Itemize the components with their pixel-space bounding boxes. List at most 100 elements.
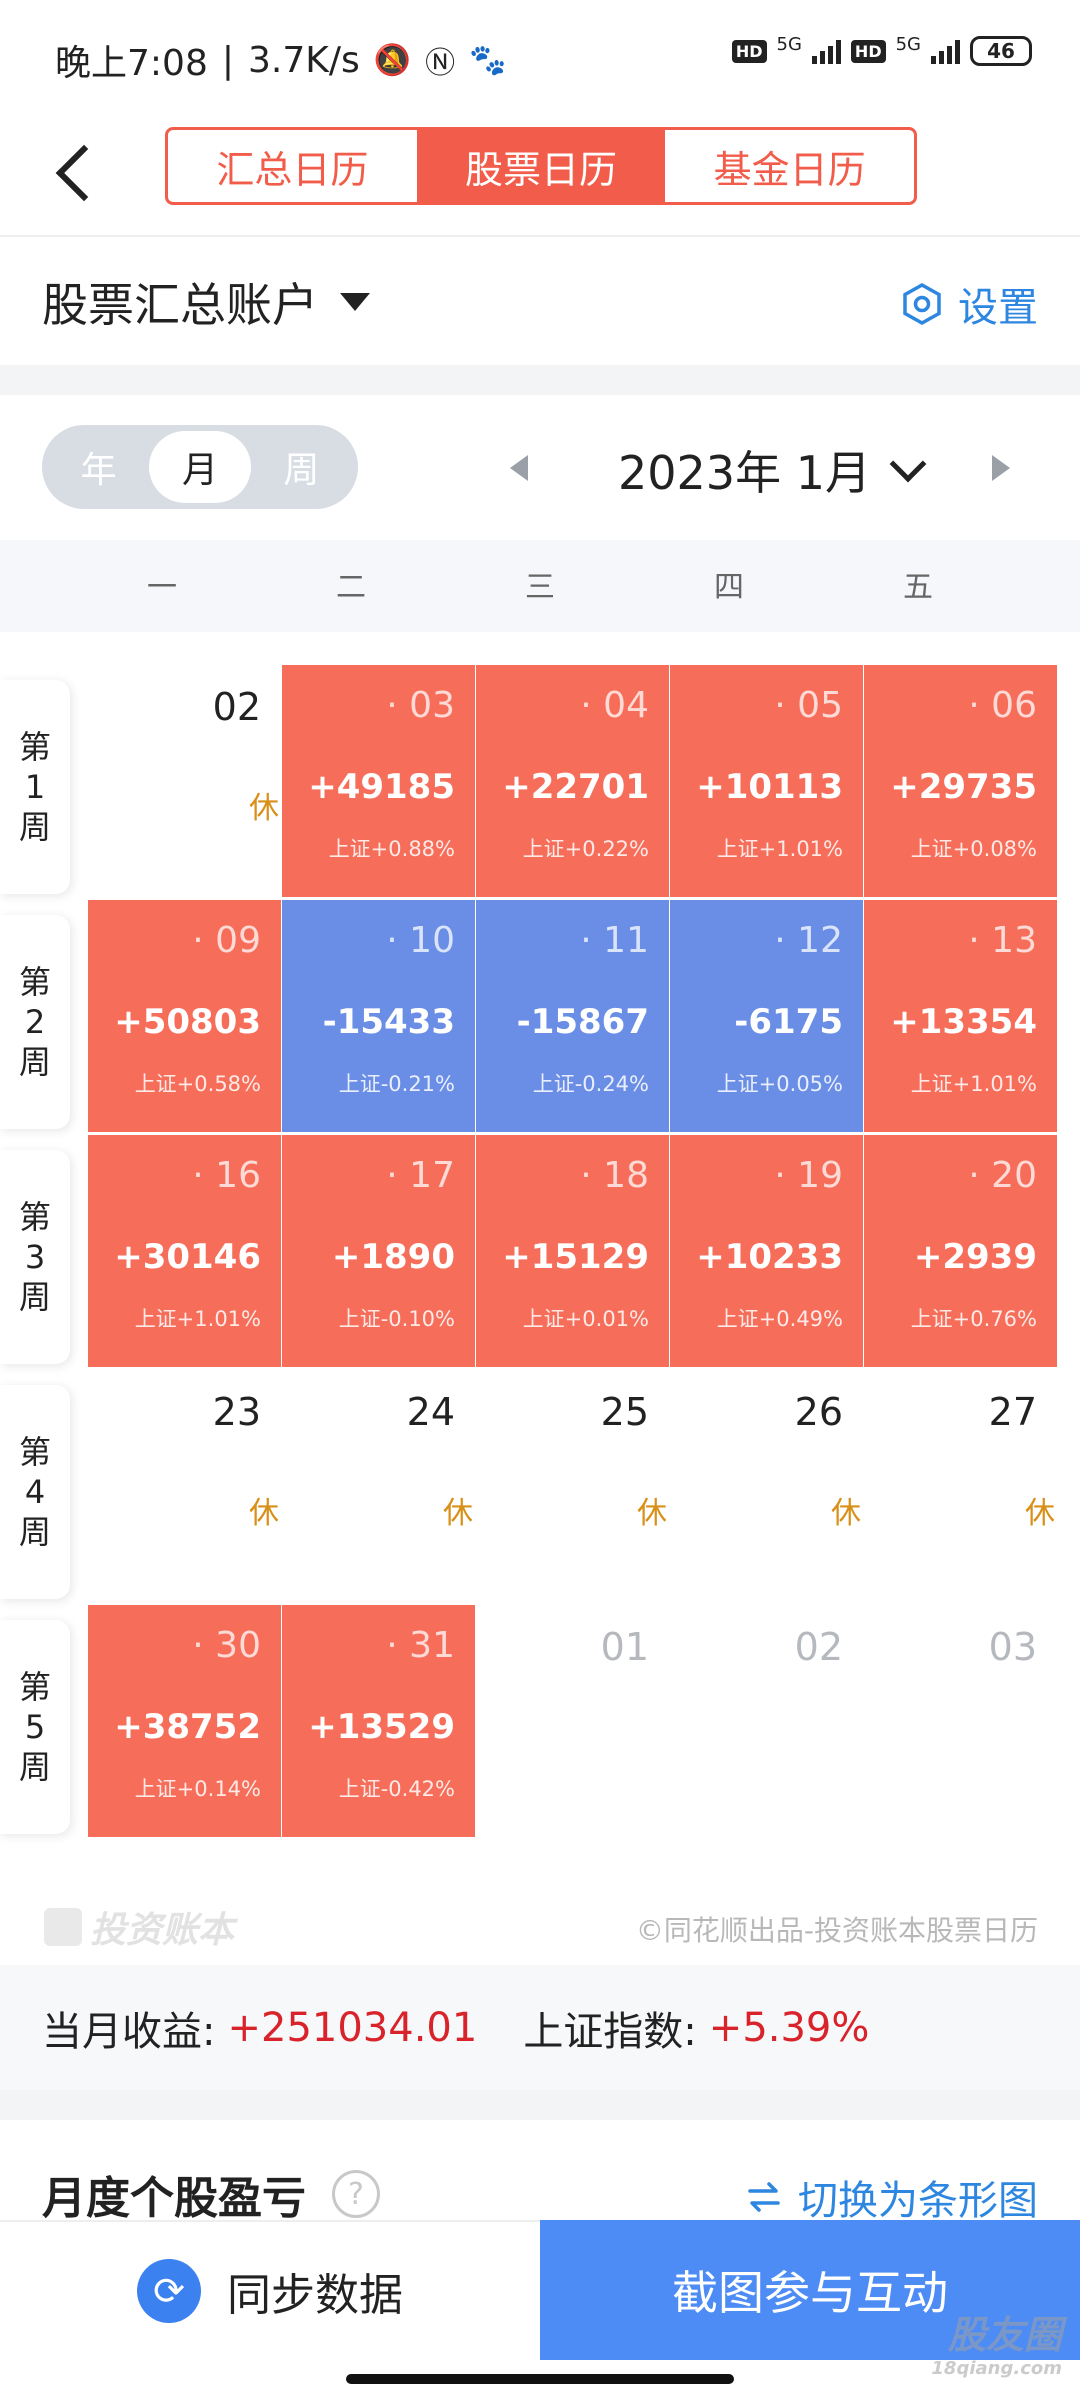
calendar-day-cell[interactable]: 03 bbox=[864, 1605, 1057, 1837]
calendar-day-cell[interactable]: · 30 +38752 上证+0.14% bbox=[88, 1605, 281, 1837]
view-year-option[interactable]: 年 bbox=[80, 450, 117, 491]
view-month-option[interactable]: 月 bbox=[149, 431, 251, 503]
brand-logo: 投资账本 bbox=[44, 1901, 234, 1953]
calendar-day-cell[interactable]: · 17 +1890 上证-0.10% bbox=[282, 1135, 475, 1367]
day-date: · 20 bbox=[968, 1155, 1037, 1196]
calendar-toolbar: 年 月 周 2023年 1月 bbox=[0, 395, 1080, 540]
calendar-day-cell[interactable]: · 10 -15433 上证-0.21% bbox=[282, 900, 475, 1132]
calendar-day-cell[interactable]: · 16 +30146 上证+1.01% bbox=[88, 1135, 281, 1367]
next-month-icon[interactable] bbox=[992, 455, 1010, 481]
back-arrow-icon[interactable] bbox=[50, 143, 100, 203]
tab-summary-calendar[interactable]: 汇总日历 bbox=[216, 147, 369, 192]
calendar-day-cell[interactable]: · 11 -15867 上证-0.24% bbox=[476, 900, 669, 1132]
day-date: · 09 bbox=[192, 920, 261, 961]
calendar-day-cell[interactable]: 27 休 bbox=[864, 1370, 1057, 1602]
day-index-change: 上证+1.01% bbox=[910, 1072, 1037, 1096]
calendar-day-cell[interactable]: · 31 +13529 上证-0.42% bbox=[282, 1605, 475, 1837]
tab-fund-calendar[interactable]: 基金日历 bbox=[713, 147, 866, 192]
sync-icon: ⟳ bbox=[137, 2259, 201, 2323]
day-date: 26 bbox=[794, 1390, 843, 1434]
month-profit-value: +251034.01 bbox=[227, 2004, 478, 2051]
day-profit: +10113 bbox=[696, 767, 843, 807]
prev-month-icon[interactable] bbox=[510, 455, 528, 481]
sync-label: 同步数据 bbox=[227, 2270, 403, 2321]
calendar-day-cell[interactable]: 02 休 bbox=[88, 665, 281, 897]
sync-data-button[interactable]: ⟳ 同步数据 bbox=[0, 2220, 540, 2360]
day-index-change: 上证+0.22% bbox=[522, 837, 649, 861]
day-date: · 13 bbox=[968, 920, 1037, 961]
calendar-day-cell[interactable]: · 13 +13354 上证+1.01% bbox=[864, 900, 1057, 1132]
network-type-1: 5G bbox=[776, 33, 802, 55]
calendar-day-cell[interactable]: · 06 +29735 上证+0.08% bbox=[864, 665, 1057, 897]
day-date: · 04 bbox=[580, 685, 649, 726]
view-week-option[interactable]: 周 bbox=[283, 450, 320, 491]
market-closed-label: 休 bbox=[1025, 1496, 1055, 1531]
switch-label: 切换为条形图 bbox=[798, 2178, 1038, 2224]
market-closed-label: 休 bbox=[443, 1496, 473, 1531]
day-date: · 10 bbox=[386, 920, 455, 961]
watermark: 股友圈 18qiang.com bbox=[931, 2316, 1062, 2386]
account-name: 股票汇总账户 bbox=[42, 278, 318, 332]
calendar-day-cell[interactable]: 24 休 bbox=[282, 1370, 475, 1602]
day-date: · 06 bbox=[968, 685, 1037, 726]
help-icon[interactable]: ? bbox=[332, 2170, 380, 2218]
tab-stock-calendar[interactable]: 股票日历 bbox=[416, 130, 666, 202]
calendar-day-cell[interactable]: 23 休 bbox=[88, 1370, 281, 1602]
brand-logo-text: 投资账本 bbox=[90, 1910, 235, 1951]
screenshot-share-button[interactable]: 截图参与互动 bbox=[540, 2220, 1080, 2360]
signal-icon bbox=[931, 38, 960, 64]
day-profit: +29735 bbox=[890, 767, 1037, 807]
day-date: 01 bbox=[600, 1625, 649, 1669]
calendar-day-cell[interactable]: · 05 +10113 上证+1.01% bbox=[670, 665, 863, 897]
day-index-change: 上证+1.01% bbox=[134, 1307, 261, 1331]
market-closed-label: 休 bbox=[831, 1496, 861, 1531]
month-picker[interactable]: 2023年 1月 bbox=[618, 437, 927, 503]
calendar-day-cell[interactable]: 25 休 bbox=[476, 1370, 669, 1602]
day-profit: +15129 bbox=[502, 1237, 649, 1277]
status-divider: | bbox=[221, 39, 234, 81]
day-date: · 17 bbox=[386, 1155, 455, 1196]
day-index-change: 上证-0.10% bbox=[338, 1307, 455, 1331]
day-date: 02 bbox=[212, 685, 261, 729]
settings-button[interactable]: 设置 bbox=[900, 275, 1038, 333]
dropdown-triangle-icon bbox=[340, 293, 370, 311]
calendar-day-cell[interactable]: · 09 +50803 上证+0.58% bbox=[88, 900, 281, 1132]
week-label-char: 周 bbox=[18, 808, 51, 846]
calendar-day-cell[interactable]: · 12 -6175 上证+0.05% bbox=[670, 900, 863, 1132]
switch-to-bar-chart-button[interactable]: 切换为条形图 bbox=[744, 2168, 1038, 2226]
calendar-day-cell[interactable]: · 04 +22701 上证+0.22% bbox=[476, 665, 669, 897]
calendar-day-cell[interactable]: 02 bbox=[670, 1605, 863, 1837]
day-date: · 12 bbox=[774, 920, 843, 961]
week-label-char: 第 bbox=[18, 963, 51, 1001]
day-date: · 31 bbox=[386, 1625, 455, 1666]
day-date: · 03 bbox=[386, 685, 455, 726]
day-date: · 05 bbox=[774, 685, 843, 726]
index-label: 上证指数: bbox=[523, 2008, 697, 2055]
day-index-change: 上证+0.14% bbox=[134, 1777, 261, 1801]
week-label-char: 第 bbox=[18, 728, 51, 766]
calendar-day-cell[interactable]: · 03 +49185 上证+0.88% bbox=[282, 665, 475, 897]
week-label-char: 1 bbox=[24, 768, 46, 806]
home-indicator[interactable] bbox=[346, 2374, 734, 2384]
calendar-day-cell[interactable]: 01 bbox=[476, 1605, 669, 1837]
header: 汇总日历 股票日历 基金日历 bbox=[0, 115, 1080, 237]
calendar-day-cell[interactable]: · 19 +10233 上证+0.49% bbox=[670, 1135, 863, 1367]
account-selector[interactable]: 股票汇总账户 bbox=[42, 269, 370, 335]
week-label-char: 第 bbox=[18, 1433, 51, 1471]
calendar-day-cell[interactable]: · 18 +15129 上证+0.01% bbox=[476, 1135, 669, 1367]
status-speed: 3.7K/s bbox=[247, 39, 360, 81]
section-title: 月度个股盈亏 ? bbox=[42, 2162, 380, 2226]
calendar-day-cell[interactable]: 26 休 bbox=[670, 1370, 863, 1602]
day-index-change: 上证+0.01% bbox=[522, 1307, 649, 1331]
hd-icon: HD bbox=[850, 39, 886, 63]
app-notification-icon: 🐾 bbox=[469, 42, 507, 78]
week-label-char: 周 bbox=[18, 1278, 51, 1316]
month-navigator: 2023年 1月 bbox=[500, 425, 1040, 509]
week-label-char: 4 bbox=[24, 1473, 46, 1511]
calendar-day-cell[interactable]: · 20 +2939 上证+0.76% bbox=[864, 1135, 1057, 1367]
